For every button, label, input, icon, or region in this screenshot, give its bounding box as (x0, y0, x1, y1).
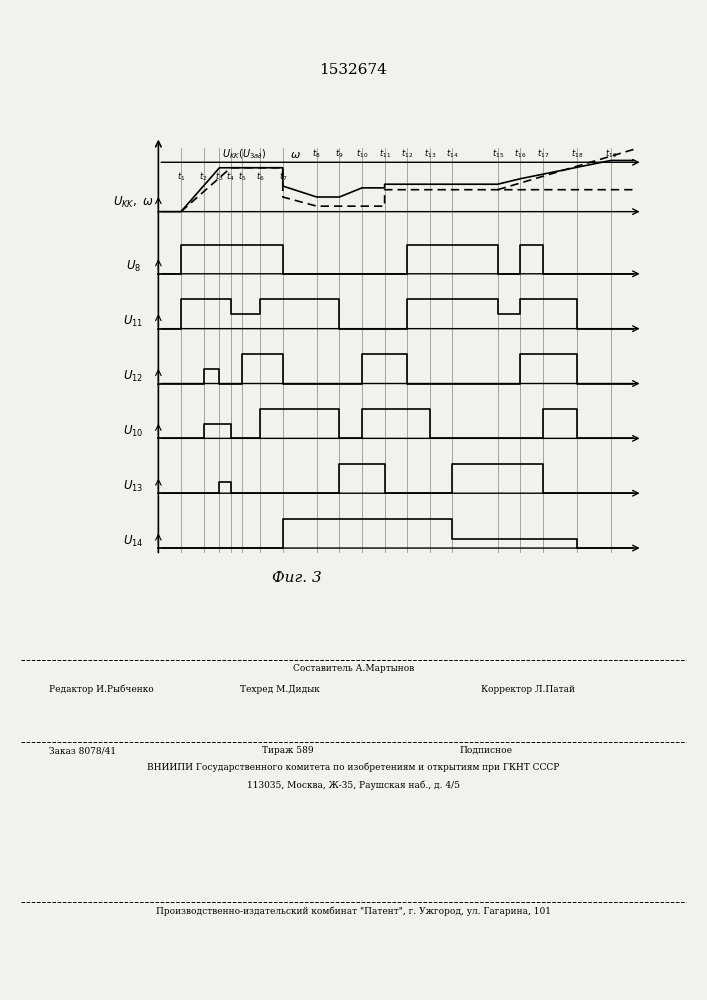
Text: Техред М.Дидык: Техред М.Дидык (240, 685, 320, 694)
Text: $t_9$: $t_9$ (335, 148, 344, 160)
Text: 1532674: 1532674 (320, 63, 387, 77)
Text: $\omega$: $\omega$ (290, 150, 300, 160)
Text: 113035, Москва, Ж-35, Раушская наб., д. 4/5: 113035, Москва, Ж-35, Раушская наб., д. … (247, 780, 460, 790)
Text: $t_{10}$: $t_{10}$ (356, 148, 368, 160)
Text: $U_{14}$: $U_{14}$ (123, 533, 144, 549)
Text: $U_{10}$: $U_{10}$ (123, 424, 144, 439)
Text: $t_7$: $t_7$ (279, 171, 287, 183)
Text: $U_{KK},\ \omega$: $U_{KK},\ \omega$ (113, 195, 154, 210)
Text: $t_{16}$: $t_{16}$ (514, 148, 527, 160)
Text: $U_{11}$: $U_{11}$ (123, 314, 144, 329)
Text: $t_1$: $t_1$ (177, 171, 185, 183)
Text: $t_{12}$: $t_{12}$ (401, 148, 414, 160)
Text: $t_{18}$: $t_{18}$ (571, 148, 583, 160)
Text: $U_8$: $U_8$ (126, 259, 141, 274)
Text: ВНИИПИ Государственного комитета по изобретениям и открытиям при ГКНТ СССР: ВНИИПИ Государственного комитета по изоб… (147, 763, 560, 772)
Text: Редактор И.Рыбченко: Редактор И.Рыбченко (49, 685, 154, 694)
Text: Составитель А.Мартынов: Составитель А.Мартынов (293, 664, 414, 673)
Text: $t_{17}$: $t_{17}$ (537, 148, 549, 160)
Text: $t_4$: $t_4$ (226, 171, 235, 183)
Text: $U_{KK}(U_{3a\partial})$: $U_{KK}(U_{3a\partial})$ (222, 148, 267, 161)
Text: $t_3$: $t_3$ (215, 171, 223, 183)
Text: Фиг. 3: Фиг. 3 (272, 571, 322, 585)
Text: $t_{15}$: $t_{15}$ (491, 148, 504, 160)
Text: $t_2$: $t_2$ (199, 171, 208, 183)
Text: $t_{13}$: $t_{13}$ (423, 148, 436, 160)
Text: $t_8$: $t_8$ (312, 148, 321, 160)
Text: Заказ 8078/41: Заказ 8078/41 (49, 746, 117, 755)
Text: Подписное: Подписное (460, 746, 513, 755)
Text: Производственно-издательский комбинат "Патент", г. Ужгород, ул. Гагарина, 101: Производственно-издательский комбинат "П… (156, 907, 551, 916)
Text: $t_{11}$: $t_{11}$ (378, 148, 391, 160)
Text: Тираж 589: Тираж 589 (262, 746, 313, 755)
Text: $t_{19}$: $t_{19}$ (604, 148, 617, 160)
Text: $U_{12}$: $U_{12}$ (123, 369, 144, 384)
Text: $U_{13}$: $U_{13}$ (123, 479, 144, 494)
Text: $t_6$: $t_6$ (256, 171, 264, 183)
Text: $t_{14}$: $t_{14}$ (446, 148, 459, 160)
Text: $t_5$: $t_5$ (238, 171, 246, 183)
Text: Корректор Л.Патай: Корректор Л.Патай (481, 685, 575, 694)
